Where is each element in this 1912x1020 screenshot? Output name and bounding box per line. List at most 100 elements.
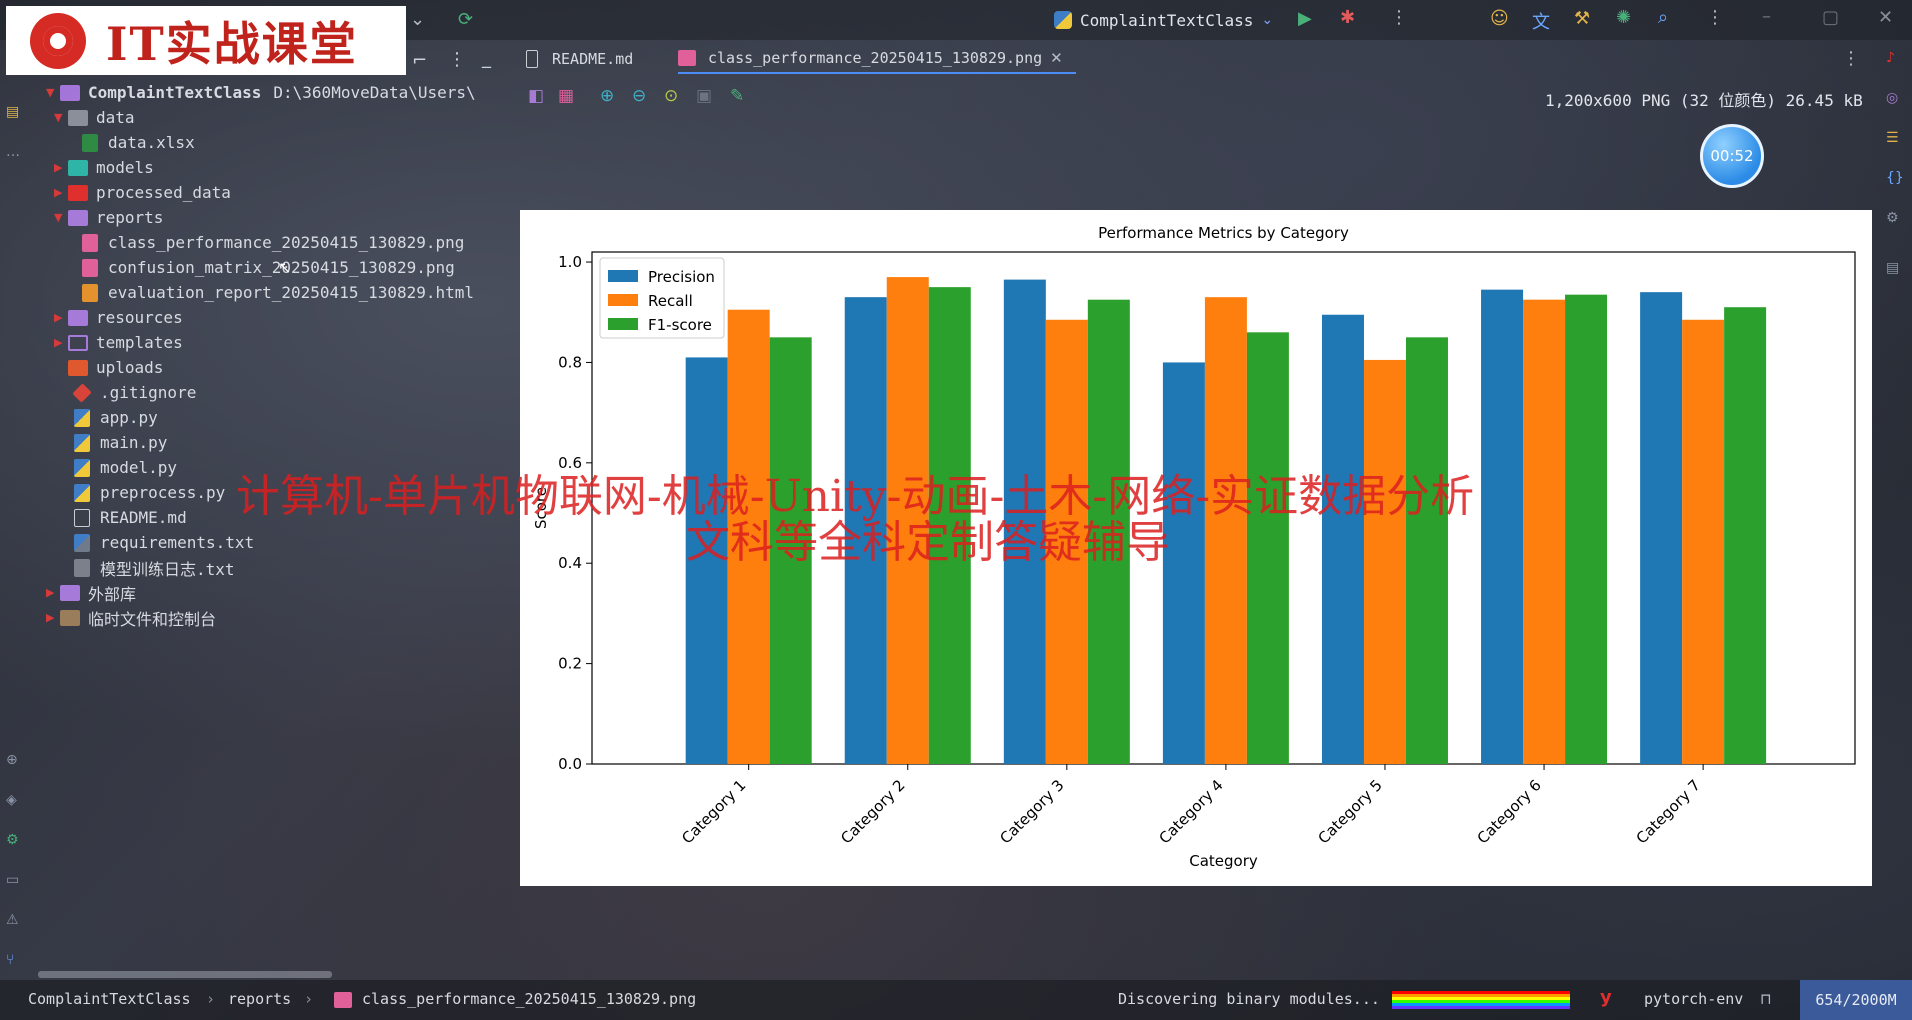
tree-item-requirements[interactable]: requirements.txt — [74, 530, 254, 555]
lock-icon[interactable]: ⊓ — [1760, 990, 1772, 1008]
library-icon — [60, 584, 80, 601]
tree-item-train-log[interactable]: 模型训练日志.txt — [74, 555, 235, 580]
tree-item-label: .gitignore — [100, 383, 197, 402]
debug-icon[interactable]: ✱ — [1340, 7, 1356, 28]
sync-icon[interactable]: ⟳ — [458, 9, 474, 30]
tree-item-main-py[interactable]: main.py — [74, 430, 167, 455]
text-file-icon — [74, 558, 90, 577]
tree-item-data[interactable]: ▼ data — [54, 105, 135, 130]
tools-icon[interactable]: ⚒ — [1574, 8, 1591, 29]
python-packages-icon[interactable]: ⊕ — [6, 752, 18, 768]
tree-item-class-performance[interactable]: class_performance_20250415_130829.png — [82, 230, 464, 255]
tree-item-gitignore[interactable]: .gitignore — [72, 380, 197, 405]
user-icon[interactable]: ☺ — [1490, 8, 1509, 29]
legend-label: F1-score — [648, 316, 712, 334]
bar-recall-6 — [1523, 299, 1566, 764]
document-icon[interactable]: ▤ — [1886, 260, 1900, 276]
ai-icon[interactable]: ◎ — [1886, 90, 1899, 106]
folder-icon — [68, 184, 88, 201]
terminal-icon[interactable]: ▭ — [6, 872, 20, 888]
maximize-icon[interactable]: ▢ — [1822, 7, 1840, 28]
folder-icon — [68, 309, 88, 326]
zoom-in-icon[interactable]: ⊕ — [600, 86, 615, 106]
hide-panel-icon[interactable]: _ — [482, 48, 491, 69]
bar-precision-7 — [1640, 292, 1683, 764]
collapse-arrow-icon: ▶ — [54, 336, 63, 349]
git-icon[interactable]: ⑂ — [6, 952, 15, 968]
tree-item-readme[interactable]: README.md — [74, 505, 187, 530]
tree-item-app-py[interactable]: app.py — [74, 405, 158, 430]
tree-item-data-xlsx[interactable]: data.xlsx — [82, 130, 195, 155]
tree-item-templates[interactable]: ▶ templates — [54, 330, 183, 355]
plugin-icon[interactable]: y — [1600, 987, 1612, 1008]
x-tick-label: Category 3 — [996, 776, 1067, 847]
run-config-label: ComplaintTextClass — [1080, 10, 1254, 30]
tree-item-external-libs[interactable]: ▶ 外部库 — [46, 580, 136, 605]
close-icon[interactable]: ✕ — [1878, 7, 1894, 28]
settings-icon[interactable]: ⚙ — [1886, 210, 1899, 226]
python-interpreter[interactable]: pytorch-env — [1644, 990, 1744, 1008]
actual-size-icon[interactable]: ⊙ — [664, 86, 679, 106]
breadcrumb-project[interactable]: ComplaintTextClass — [28, 990, 191, 1008]
services-icon[interactable]: ⚙ — [6, 832, 19, 848]
breadcrumb-folder[interactable]: reports — [228, 990, 292, 1008]
y-tick-label: 0.6 — [558, 454, 582, 472]
tree-item-uploads[interactable]: uploads — [68, 355, 163, 380]
folder-icon — [60, 84, 80, 101]
run-config-selector[interactable]: ComplaintTextClass ⌄ — [1054, 8, 1273, 32]
tree-item-label: app.py — [100, 408, 158, 427]
legend-swatch — [608, 270, 638, 282]
tree-item-model-py[interactable]: model.py — [74, 455, 177, 480]
bar-precision-1 — [685, 357, 728, 764]
bar-precision-5 — [1321, 314, 1364, 764]
zoom-out-icon[interactable]: ⊖ — [632, 86, 647, 106]
problems-icon[interactable]: ⚠ — [6, 912, 19, 928]
tree-item-evaluation-report[interactable]: evaluation_report_20250415_130829.html — [82, 280, 474, 305]
tree-item-processed-data[interactable]: ▶ processed_data — [54, 180, 231, 205]
minimize-icon[interactable]: – — [1762, 6, 1771, 27]
tree-item-resources[interactable]: ▶ resources — [54, 305, 183, 330]
collapse-icon[interactable]: ⌐ — [412, 50, 428, 71]
tab-class-performance[interactable]: class_performance_20250415_130829.png ✕ — [678, 44, 1076, 74]
fit-zoom-icon[interactable]: ▣ — [696, 86, 713, 106]
tree-item-scratches[interactable]: ▶ 临时文件和控制台 — [46, 605, 216, 630]
tree-root[interactable]: ▼ ComplaintTextClass D:\360MoveData\User… — [46, 80, 476, 105]
background-task[interactable]: Discovering binary modules... — [1118, 990, 1380, 1008]
tree-item-label: main.py — [100, 433, 168, 452]
search-icon[interactable]: ⌕ — [1658, 7, 1669, 28]
ai-assistant-icon[interactable]: ✺ — [1616, 7, 1632, 28]
more-icon[interactable]: … — [6, 144, 20, 160]
breadcrumb-file[interactable]: class_performance_20250415_130829.png — [362, 990, 697, 1008]
tree-item-reports[interactable]: ▼ reports — [54, 205, 163, 230]
y-tick-label: 0.2 — [558, 655, 582, 673]
tree-item-models[interactable]: ▶ models — [54, 155, 154, 180]
expand-arrow-icon: ▼ — [54, 211, 63, 224]
tree-item-confusion-matrix[interactable]: confusion_matrix_20250415_130829.png — [82, 255, 455, 280]
project-icon[interactable]: ▤ — [6, 104, 20, 120]
grid-toggle-icon[interactable]: ▦ — [558, 86, 575, 106]
notifications-icon[interactable]: ♪ — [1886, 50, 1895, 66]
more-vertical-icon[interactable]: ⋮ — [1390, 7, 1408, 28]
more-vertical-icon[interactable]: ⋮ — [1706, 7, 1724, 28]
bar-f1-score-7 — [1724, 307, 1767, 764]
right-tool-strip: ♪ ◎ ☰ {} ⚙ ▤ — [1872, 40, 1912, 980]
x-tick-label: Category 6 — [1474, 776, 1545, 847]
more-vertical-icon[interactable]: ⋮ — [1842, 48, 1860, 69]
background-toggle-icon[interactable]: ◧ — [528, 86, 545, 106]
tab-readme[interactable]: README.md — [526, 44, 633, 74]
html-file-icon — [82, 283, 98, 302]
timer-badge[interactable]: 00:52 — [1700, 124, 1764, 188]
chevron-down-icon[interactable]: ⌄ — [410, 9, 426, 30]
layers-icon[interactable]: ◈ — [6, 792, 17, 808]
database-icon[interactable]: ☰ — [1886, 130, 1899, 146]
horizontal-scrollbar[interactable] — [38, 971, 332, 978]
more-vertical-icon[interactable]: ⋮ — [448, 49, 466, 70]
translate-icon[interactable]: 文 — [1532, 12, 1550, 33]
color-picker-icon[interactable]: ✎ — [730, 86, 745, 106]
tree-item-preprocess-py[interactable]: preprocess.py — [74, 480, 225, 505]
folder-icon — [68, 159, 88, 176]
json-icon[interactable]: {} — [1886, 170, 1904, 186]
close-tab-icon[interactable]: ✕ — [1050, 49, 1063, 67]
run-icon[interactable]: ▶ — [1298, 8, 1312, 29]
memory-indicator[interactable]: 654/2000M — [1800, 980, 1912, 1020]
